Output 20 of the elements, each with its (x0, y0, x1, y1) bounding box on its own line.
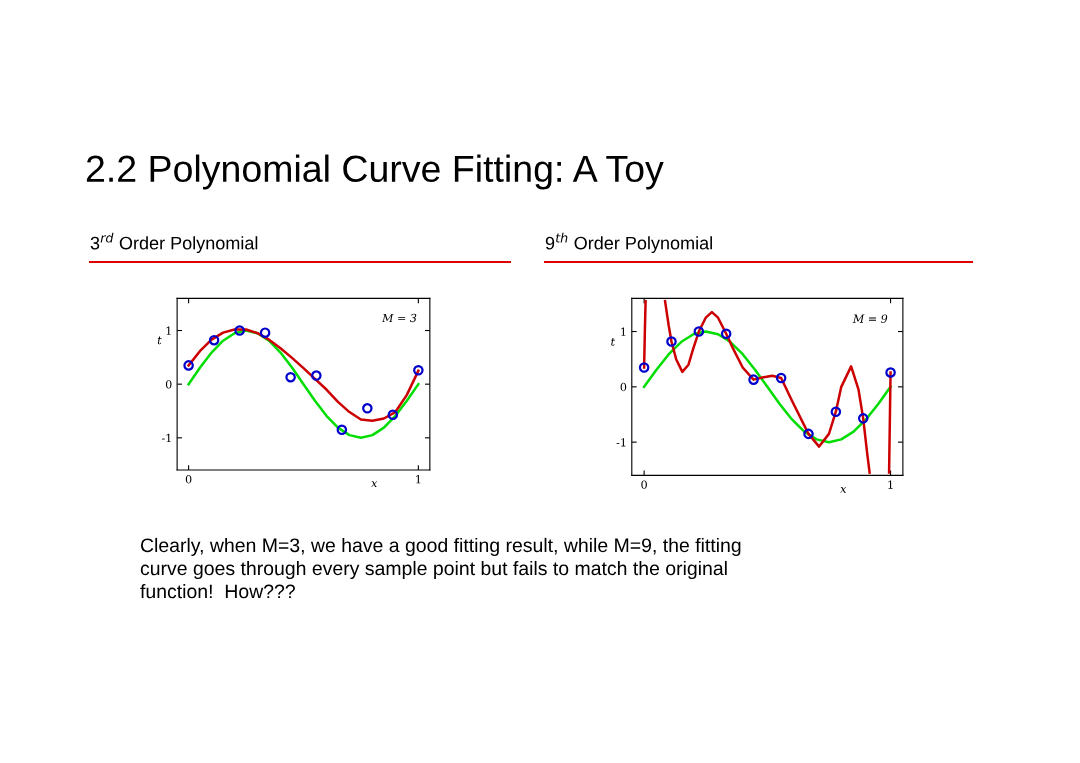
text: Clearly, when M=3, we have a good fitting result, while M=9, the fitting curve goes through every sample point but fails to match the original function! How??? (140, 537, 741, 599)
annotation: M = 3 (381, 313, 417, 323)
x-axis-title: x (840, 486, 847, 493)
y-tick-label: 0 (620, 382, 627, 392)
y-axis-title: t (611, 338, 616, 346)
y-tick-label: 0 (165, 380, 172, 389)
text: 2.2 Polynomial Curve Fitting: A Toy (86, 154, 664, 190)
x-axis-title: x (371, 481, 378, 488)
y-tick-label: -1 (161, 433, 171, 443)
x-tick-label: 0 (185, 475, 192, 484)
x-tick-label: 0 (641, 480, 647, 489)
y-tick-label: -1 (616, 438, 626, 447)
y-tick-label: 1 (166, 326, 171, 335)
x-tick-label: 1 (416, 475, 421, 484)
y-tick-label: 1 (621, 327, 626, 336)
chart-title: 9$^{th}$ Order Polynomial (545, 232, 712, 254)
annotation: M = 9 (852, 314, 888, 323)
x-tick-label: 1 (888, 480, 893, 489)
chart-title: 3$^{rd}$ Order Polynomial (90, 232, 258, 254)
y-axis-title: t (157, 336, 162, 345)
